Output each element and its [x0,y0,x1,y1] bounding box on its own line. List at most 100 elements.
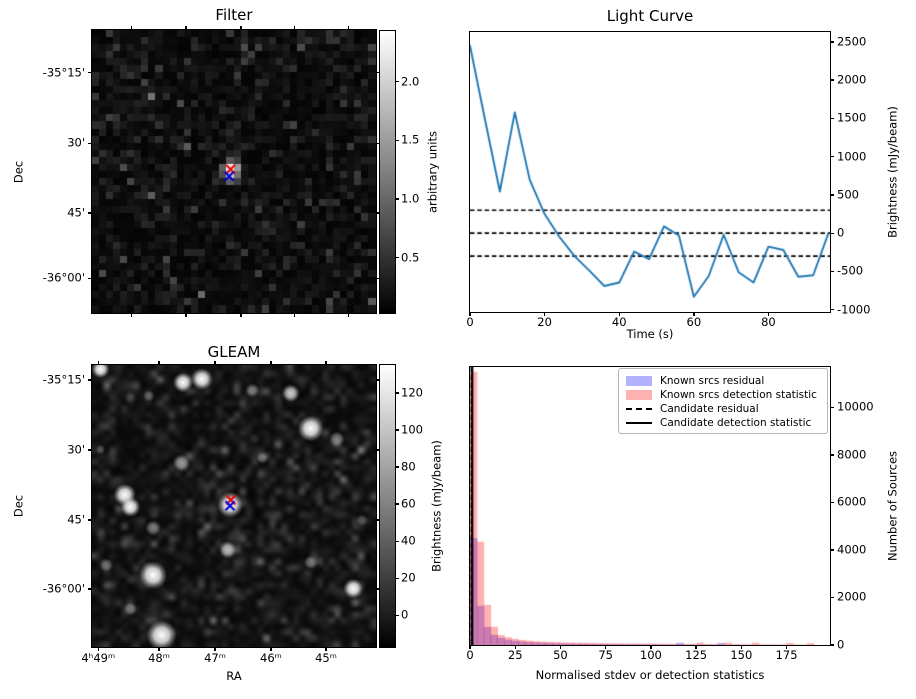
x-tick-label: 80 [761,315,776,329]
tick-mark [395,503,399,505]
y-tick-label: 0 [837,225,845,240]
y-tick-label: 8000 [837,447,867,462]
tick-mark [830,549,834,551]
colorbar-tick-label: 60 [401,496,416,511]
tick-mark [830,79,834,81]
tick-mark [88,449,92,451]
tick-mark [785,645,788,649]
ra-tick-label: 45ᵐ [315,651,337,665]
legend-label: Candidate residual [660,403,759,415]
tick-mark [830,194,834,196]
colorbar-tick-label: 1.5 [401,132,420,147]
tick-mark [376,212,380,214]
tick-mark [395,577,399,580]
tick-mark [88,277,92,280]
tick-mark [830,644,834,646]
dec-tick-label: 30' [67,135,85,150]
tick-mark [469,645,471,649]
legend-dashed-swatch [626,408,652,410]
dec-tick-label: 45' [67,512,85,527]
tick-mark [830,232,834,234]
legend-label: Known srcs detection statistic [660,389,817,401]
tick-mark [348,26,350,30]
legend-solid-swatch [626,422,652,424]
gleam-title: GLEAM [207,343,261,361]
x-tick-label: 25 [507,648,523,662]
gleam-colorbar-label: Brightness (mJy/beam) [429,440,444,572]
filter-image [91,29,377,314]
y-tick-label: 4000 [837,542,867,557]
colorbar-tick-label: 1.0 [401,191,420,206]
legend-item: Known srcs detection statistic [626,388,820,402]
dec-tick-label: -35°15' [42,372,85,387]
dec-tick-label: 45' [67,205,85,220]
gleam-ylabel: Dec [11,494,26,518]
tick-mark [650,645,652,649]
y-tick-label: 2000 [837,72,867,87]
x-tick-label: 40 [611,315,627,329]
tick-mark [325,647,327,651]
tick-mark [830,501,834,504]
tick-mark [294,313,296,317]
tick-mark [131,313,133,317]
ra-tick-label: 47ᵐ [204,651,226,665]
tick-mark [469,312,471,316]
tick-mark [325,361,327,365]
y-tick-label: -1000 [837,301,871,316]
colorbar-tick-label: 0.5 [401,250,420,265]
light-curve-title: Light Curve [606,7,694,25]
tick-mark [214,647,216,651]
legend: Known srcs residual Known srcs detection … [618,368,828,434]
tick-mark [376,519,380,521]
legend-patch-swatch [626,376,652,386]
tick-mark [88,142,92,144]
tick-mark [97,647,99,651]
tick-mark [740,645,743,649]
x-tick-label: 100 [639,648,662,662]
tick-mark [395,80,399,83]
legend-item: Candidate residual [626,402,820,416]
y-tick-label: 10000 [837,399,874,414]
light-curve-xlabel: Time (s) [626,327,674,341]
tick-mark [376,72,380,74]
tick-mark [88,212,92,214]
tick-mark [514,645,516,649]
ra-tick-label: 4ʰ49ᵐ [81,651,116,665]
tick-mark [158,647,160,651]
x-tick-label: 125 [685,648,708,662]
histogram-xlabel: Normalised stdev or detection statistics [535,668,765,682]
colorbar-tick-label: 20 [401,570,416,585]
tick-mark [376,379,380,381]
colorbar-tick-label: 0 [401,607,409,622]
dec-tick-label: -36°00' [42,581,85,596]
y-tick-label: 0 [837,637,845,652]
tick-mark [830,41,834,43]
tick-mark [270,647,272,651]
tick-mark [395,429,399,431]
colorbar-tick-label: 2.0 [401,73,420,88]
tick-mark [214,361,216,365]
tick-mark [185,313,187,317]
colorbar-tick-label: 100 [401,422,423,437]
x-tick-label: 50 [553,648,568,662]
tick-mark [348,313,350,317]
light-curve-ylabel: Brightness (mJy/beam) [885,106,900,238]
tick-mark [88,519,92,521]
filter-ylabel: Dec [11,160,26,184]
tick-mark [240,313,242,317]
legend-patch-swatch [626,390,652,400]
tick-mark [559,645,562,649]
legend-label: Known srcs residual [660,375,765,387]
y-tick-label: 500 [837,187,859,202]
tick-mark [693,312,695,316]
tick-mark [695,645,697,649]
tick-mark [830,309,834,311]
tick-mark [376,277,380,280]
tick-mark [185,26,187,30]
tick-mark [830,454,834,456]
histogram-ylabel: Number of Sources [885,450,900,562]
gleam-xlabel: RA [226,669,242,683]
tick-mark [88,588,92,590]
y-tick-label: 1500 [837,110,867,125]
